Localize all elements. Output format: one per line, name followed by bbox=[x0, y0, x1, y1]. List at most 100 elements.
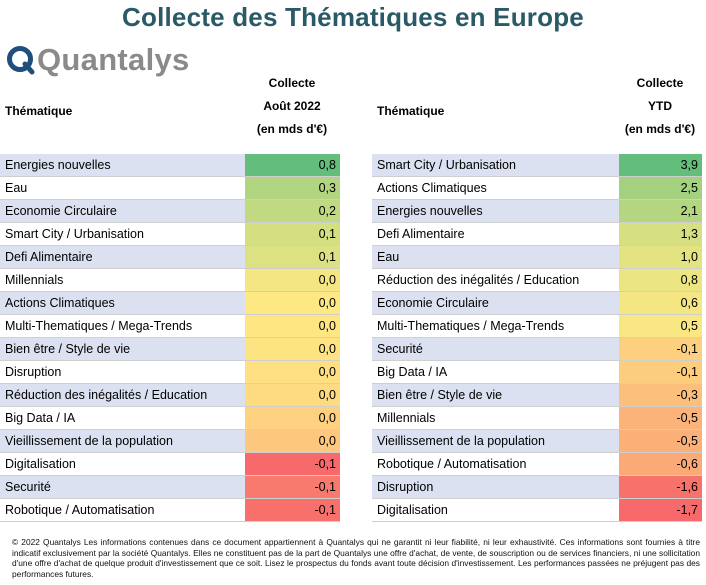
flow-value: -0,5 bbox=[619, 407, 702, 429]
page-title: Collecte des Thématiques en Europe bbox=[122, 2, 584, 32]
flow-value: -0,5 bbox=[619, 430, 702, 452]
logo-text: Quantalys bbox=[37, 42, 190, 77]
table-row: Digitalisation -1,7 bbox=[372, 499, 702, 522]
table-row: Securité -0,1 bbox=[0, 476, 340, 499]
theme-name: Eau bbox=[372, 246, 619, 268]
table-row: Actions Climatiques 2,5 bbox=[372, 177, 702, 200]
table-row: Bien être / Style de vie -0,3 bbox=[372, 384, 702, 407]
flow-value: -0,1 bbox=[245, 453, 340, 475]
theme-name: Defi Alimentaire bbox=[0, 246, 245, 268]
flow-value: 0,8 bbox=[245, 154, 340, 176]
table-row: Energies nouvelles 0,8 bbox=[0, 154, 340, 177]
flow-value: 0,0 bbox=[245, 269, 340, 291]
table-row: Smart City / Urbanisation 0,1 bbox=[0, 223, 340, 246]
right-header-theme: Thématique bbox=[377, 104, 445, 118]
disclaimer: © 2022 Quantalys Les informations conten… bbox=[12, 537, 700, 579]
flow-value: 0,8 bbox=[619, 269, 702, 291]
theme-name: Digitalisation bbox=[377, 503, 448, 517]
flow-value: 1,0 bbox=[619, 246, 702, 268]
theme-name: Actions Climatiques bbox=[377, 181, 487, 195]
theme-name: Multi-Thematiques / Mega-Trends bbox=[5, 319, 193, 333]
theme-name: Vieillissement de la population bbox=[372, 430, 619, 452]
flow-value: -1,7 bbox=[619, 499, 702, 521]
theme-name: Smart City / Urbanisation bbox=[372, 154, 619, 176]
theme-name: Big Data / IA bbox=[5, 411, 76, 425]
table-row: Disruption -1,6 bbox=[372, 476, 702, 499]
table-row: Economie Circulaire 0,2 bbox=[0, 200, 340, 223]
flow-value: 0,0 bbox=[245, 292, 340, 314]
flow-value: -0,3 bbox=[619, 384, 702, 406]
flow-value: -0,1 bbox=[619, 338, 702, 360]
table-row: Disruption 0,0 bbox=[0, 361, 340, 384]
table-row: Bien être / Style de vie 0,0 bbox=[0, 338, 340, 361]
theme-name: Economie Circulaire bbox=[0, 200, 245, 222]
theme-name: Réduction des inégalités / Education bbox=[0, 384, 245, 406]
theme-name: Millennials bbox=[5, 273, 64, 287]
flow-value: 0,0 bbox=[245, 315, 340, 337]
flow-value: 0,5 bbox=[619, 315, 702, 337]
left-header-line-1: Collecte bbox=[268, 76, 316, 90]
theme-name: Defi Alimentaire bbox=[377, 227, 465, 241]
table-row: Réduction des inégalités / Education 0,0 bbox=[0, 384, 340, 407]
flow-value: 0,0 bbox=[245, 407, 340, 429]
flow-value: 0,6 bbox=[619, 292, 702, 314]
theme-name: Securité bbox=[372, 338, 619, 360]
flow-value: 0,0 bbox=[245, 384, 340, 406]
flow-value: -0,1 bbox=[245, 476, 340, 498]
flow-value: 1,3 bbox=[619, 223, 702, 245]
table-row: Digitalisation -0,1 bbox=[0, 453, 340, 476]
table-row: Millennials 0,0 bbox=[0, 269, 340, 292]
flow-value: -0,6 bbox=[619, 453, 702, 475]
table-row: Réduction des inégalités / Education 0,8 bbox=[372, 269, 702, 292]
quantalys-logo: Quantalys bbox=[6, 40, 190, 80]
flow-value: -1,6 bbox=[619, 476, 702, 498]
theme-name: Big Data / IA bbox=[377, 365, 448, 379]
table-row: Economie Circulaire 0,6 bbox=[372, 292, 702, 315]
theme-name: Energies nouvelles bbox=[372, 200, 619, 222]
table-row: Securité -0,1 bbox=[372, 338, 702, 361]
theme-name: Energies nouvelles bbox=[0, 154, 245, 176]
theme-name: Securité bbox=[0, 476, 245, 498]
theme-name: Robotique / Automatisation bbox=[377, 457, 527, 471]
table-row: Eau 0,3 bbox=[0, 177, 340, 200]
flow-value: 2,1 bbox=[619, 200, 702, 222]
theme-name: Vieillissement de la population bbox=[0, 430, 245, 452]
theme-name: Réduction des inégalités / Education bbox=[377, 273, 580, 287]
theme-name: Robotique / Automatisation bbox=[5, 503, 155, 517]
theme-name: Bien être / Style de vie bbox=[372, 384, 619, 406]
flow-value: 3,9 bbox=[619, 154, 702, 176]
left-header-col: Collecte Août 2022 (en mds d'€) bbox=[244, 72, 340, 141]
left-header-line-3: (en mds d'€) bbox=[256, 122, 328, 136]
table-row: Millennials -0,5 bbox=[372, 407, 702, 430]
right-header-line-3: (en mds d'€) bbox=[624, 122, 696, 136]
table-row: Energies nouvelles 2,1 bbox=[372, 200, 702, 223]
theme-name: Actions Climatiques bbox=[0, 292, 245, 314]
flow-value: -0,1 bbox=[619, 361, 702, 383]
table-row: Actions Climatiques 0,0 bbox=[0, 292, 340, 315]
flow-value: 0,2 bbox=[245, 200, 340, 222]
left-header-theme: Thématique bbox=[5, 104, 73, 118]
right-header-col: Collecte YTD (en mds d'€) bbox=[618, 72, 702, 141]
right-header-line-2: YTD bbox=[648, 99, 672, 113]
left-table: Energies nouvelles 0,8 Eau 0,3 Economie Circ… bbox=[0, 154, 340, 522]
flow-value: 0,3 bbox=[245, 177, 340, 199]
theme-name: Bien être / Style de vie bbox=[0, 338, 245, 360]
table-row: Multi-Thematiques / Mega-Trends 0,0 bbox=[0, 315, 340, 338]
table-row: Big Data / IA 0,0 bbox=[0, 407, 340, 430]
table-row: Eau 1,0 bbox=[372, 246, 702, 269]
theme-name: Multi-Thematiques / Mega-Trends bbox=[377, 319, 565, 333]
theme-name: Digitalisation bbox=[5, 457, 76, 471]
theme-name: Eau bbox=[5, 181, 28, 195]
theme-name: Disruption bbox=[372, 476, 619, 498]
flow-value: 0,0 bbox=[245, 338, 340, 360]
flow-value: -0,1 bbox=[245, 499, 340, 521]
flow-value: 0,1 bbox=[245, 223, 340, 245]
theme-name: Economie Circulaire bbox=[372, 292, 619, 314]
table-row: Vieillissement de la population 0,0 bbox=[0, 430, 340, 453]
right-table: Smart City / Urbanisation 3,9 Actions Clim… bbox=[372, 154, 702, 522]
flow-value: 0,0 bbox=[245, 361, 340, 383]
table-row: Robotique / Automatisation -0,6 bbox=[372, 453, 702, 476]
table-row: Big Data / IA -0,1 bbox=[372, 361, 702, 384]
left-header-line-2: Août 2022 bbox=[263, 99, 321, 113]
table-row: Defi Alimentaire 1,3 bbox=[372, 223, 702, 246]
